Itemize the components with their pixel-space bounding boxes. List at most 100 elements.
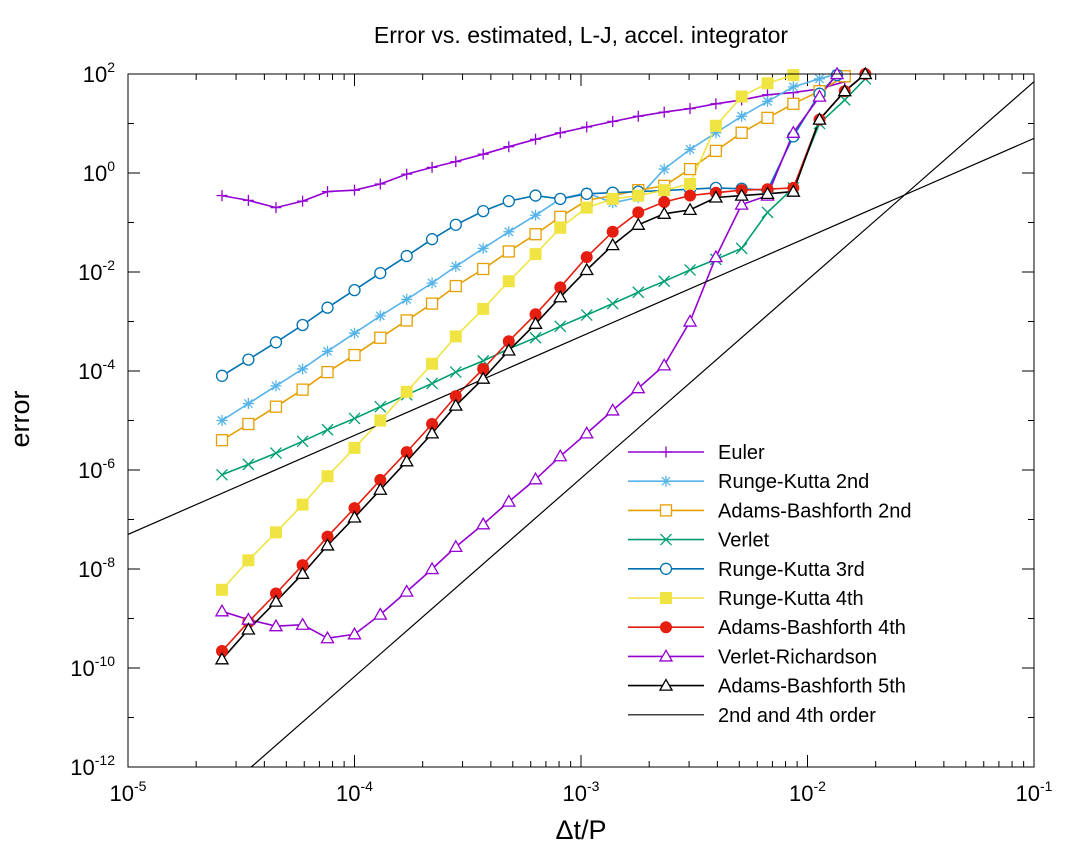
data-point-verlet <box>684 263 697 276</box>
y-tick-label: 10-8 <box>78 554 115 582</box>
data-point-adams-bashforth-2nd <box>554 210 567 224</box>
data-point-verlet <box>632 286 645 299</box>
data-point-verlet-richardson <box>734 197 749 210</box>
plot-frame <box>127 73 1035 768</box>
data-point-adams-bashforth-2nd <box>425 297 439 310</box>
legend: Euler Runge-Kutta 2nd Adams-Bashforth 2nd V… <box>628 442 911 727</box>
data-point-runge-kutta-4th <box>296 498 309 511</box>
data-point-runge-kutta-2nd <box>710 127 722 139</box>
legend-label: Adams-Bashforth 5th <box>718 676 906 698</box>
data-point-runge-kutta-2nd <box>297 363 309 375</box>
data-point-adams-bashforth-5th <box>476 371 491 384</box>
data-point-adams-bashforth-2nd <box>449 279 462 293</box>
legend-label: Runge-Kutta 4th <box>718 588 864 610</box>
data-point-verlet-richardson <box>631 380 646 394</box>
data-point-runge-kutta-3rd <box>215 369 229 382</box>
data-point-runge-kutta-4th <box>449 330 462 343</box>
data-point-verlet <box>296 435 309 448</box>
data-point-euler <box>632 110 644 122</box>
data-point-verlet-richardson <box>812 89 827 102</box>
data-point-verlet-richardson <box>682 314 698 327</box>
data-point-runge-kutta-2nd <box>270 380 282 392</box>
data-point-runge-kutta-2nd <box>684 143 696 155</box>
data-point-runge-kutta-2nd <box>787 81 799 93</box>
legend-item-verlet: Verlet <box>628 530 770 552</box>
legend-marker-sample <box>659 562 673 575</box>
data-point-runge-kutta-2nd <box>401 293 413 305</box>
legend-label: Runge-Kutta 2nd <box>718 471 869 493</box>
data-point-verlet <box>269 447 282 460</box>
data-point-adams-bashforth-2nd <box>477 262 490 276</box>
data-point-euler <box>270 202 282 214</box>
data-point-euler <box>349 184 360 196</box>
data-point-runge-kutta-2nd <box>658 163 670 175</box>
y-tick-label: 10-6 <box>78 455 115 483</box>
data-point-adams-bashforth-5th <box>214 651 230 665</box>
data-point-adams-bashforth-5th <box>657 206 672 219</box>
data-point-adams-bashforth-2nd <box>296 383 309 396</box>
data-point-adams-bashforth-2nd <box>761 111 774 125</box>
y-tick-label: 10-12 <box>70 752 115 780</box>
data-point-runge-kutta-2nd <box>426 277 438 289</box>
data-point-verlet-richardson <box>399 584 414 597</box>
data-point-runge-kutta-3rd <box>374 266 387 280</box>
series-markers-adams-bashforth-5th <box>214 66 873 665</box>
x-tick-label: 10-3 <box>563 778 600 806</box>
data-point-adams-bashforth-4th <box>658 195 671 208</box>
data-point-adams-bashforth-2nd <box>529 228 542 241</box>
data-point-adams-bashforth-5th <box>424 425 440 439</box>
data-point-verlet-richardson <box>214 603 230 617</box>
legend-marker-sample <box>658 678 674 691</box>
data-point-euler <box>554 127 566 139</box>
data-point-runge-kutta-2nd <box>530 209 542 221</box>
data-point-runge-kutta-4th <box>426 357 439 370</box>
y-tick-label: 10-10 <box>70 653 115 681</box>
data-point-euler <box>322 186 334 198</box>
data-point-verlet <box>580 309 593 322</box>
data-point-runge-kutta-3rd <box>321 301 334 314</box>
data-point-runge-kutta-4th <box>215 583 228 596</box>
data-point-verlet-richardson <box>268 618 284 632</box>
legend-marker-sample <box>659 504 673 517</box>
data-point-adams-bashforth-2nd <box>269 400 283 413</box>
data-point-adams-bashforth-5th <box>347 510 362 523</box>
legend-marker-sample <box>660 446 672 458</box>
legend-item-adams-bashforth-2nd: Adams-Bashforth 2nd <box>628 500 911 522</box>
data-point-runge-kutta-4th <box>269 526 282 539</box>
data-point-verlet <box>554 320 567 333</box>
data-point-runge-kutta-4th <box>632 189 645 202</box>
data-point-runge-kutta-2nd <box>349 327 360 339</box>
data-point-verlet-richardson <box>605 403 620 416</box>
data-point-runge-kutta-3rd <box>242 353 255 366</box>
data-point-adams-bashforth-5th <box>734 188 749 201</box>
legend-item-adams-bashforth-5th: Adams-Bashforth 5th <box>628 676 906 698</box>
legend-marker-sample <box>660 621 672 634</box>
x-tick-label: 10-1 <box>1016 778 1053 806</box>
legend-item-adams-bashforth-4th: Adams-Bashforth 4th <box>628 617 906 639</box>
data-point-runge-kutta-4th <box>761 77 774 90</box>
legend-label: Runge-Kutta 3rd <box>718 559 865 581</box>
data-point-runge-kutta-3rd <box>449 218 462 231</box>
data-point-adams-bashforth-2nd <box>374 331 387 344</box>
x-tick-label: 10-4 <box>336 778 373 806</box>
data-point-runge-kutta-4th <box>580 201 593 214</box>
data-point-runge-kutta-4th <box>502 275 515 288</box>
series-line-verlet <box>221 78 866 476</box>
data-point-euler <box>374 178 386 190</box>
legend-item-euler: Euler <box>628 442 765 464</box>
data-point-verlet <box>761 206 774 219</box>
data-point-adams-bashforth-2nd <box>787 97 800 110</box>
data-point-runge-kutta-2nd <box>814 73 826 85</box>
data-point-verlet-richardson <box>448 539 463 553</box>
data-point-adams-bashforth-2nd <box>502 245 515 258</box>
data-point-runge-kutta-4th <box>242 554 255 567</box>
data-point-adams-bashforth-4th <box>606 225 619 238</box>
data-point-adams-bashforth-2nd <box>321 365 334 379</box>
data-point-runge-kutta-3rd <box>425 233 439 246</box>
data-point-adams-bashforth-4th <box>580 251 593 264</box>
data-point-runge-kutta-4th <box>684 177 697 190</box>
legend-item-runge-kutta-4th: Runge-Kutta 4th <box>628 588 864 610</box>
data-point-euler <box>658 106 670 118</box>
data-point-runge-kutta-4th <box>658 184 671 197</box>
